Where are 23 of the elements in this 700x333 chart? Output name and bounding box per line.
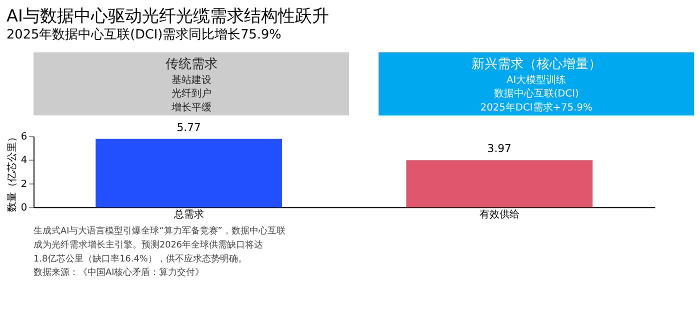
x-tick-label: 有效供给 [479,208,520,220]
y-tick-label: 2 [20,178,28,190]
text: 1.8亿芯公里（缺口率16.4%），供不应求态势明确。 [34,253,247,264]
text: AI与数据中心驱动光纤光缆需求结构性跃升 [6,6,329,26]
y-tick-label: 0 [20,202,28,214]
data-label: 5.77 [176,120,201,134]
x-tick-label: 总需求 [172,208,204,220]
text: 基站建设 [171,74,212,86]
text: 数据中心互联(DCI) [494,88,579,100]
source-note: 数据来源：《中国AI核心矛盾：算力交付》 [34,267,204,278]
text: AI大模型训练 [506,74,566,86]
text: 成为光纤需求增长主引擎。预测2026年全球供需缺口将达 [34,240,264,251]
text: 新兴需求（核心增量） [471,56,602,72]
y-tick-label: 4 [20,155,28,166]
text: 增长平缓 [170,101,212,114]
data-label: 3.97 [487,142,512,156]
y-tick-label: 6 [20,132,28,143]
text: 光纤到户 [171,88,212,100]
text: 2025年数据中心互联(DCI)需求同比增长75.9% [6,26,282,43]
y-axis-title: 数量（亿芯公里） [6,132,18,212]
text: 生成式AI与大语言模型引爆全球“算力军备竞赛”，数据中心互联 [34,226,286,237]
text: 2025年DCI需求+75.9% [480,101,592,114]
text: 传统需求 [165,57,218,72]
